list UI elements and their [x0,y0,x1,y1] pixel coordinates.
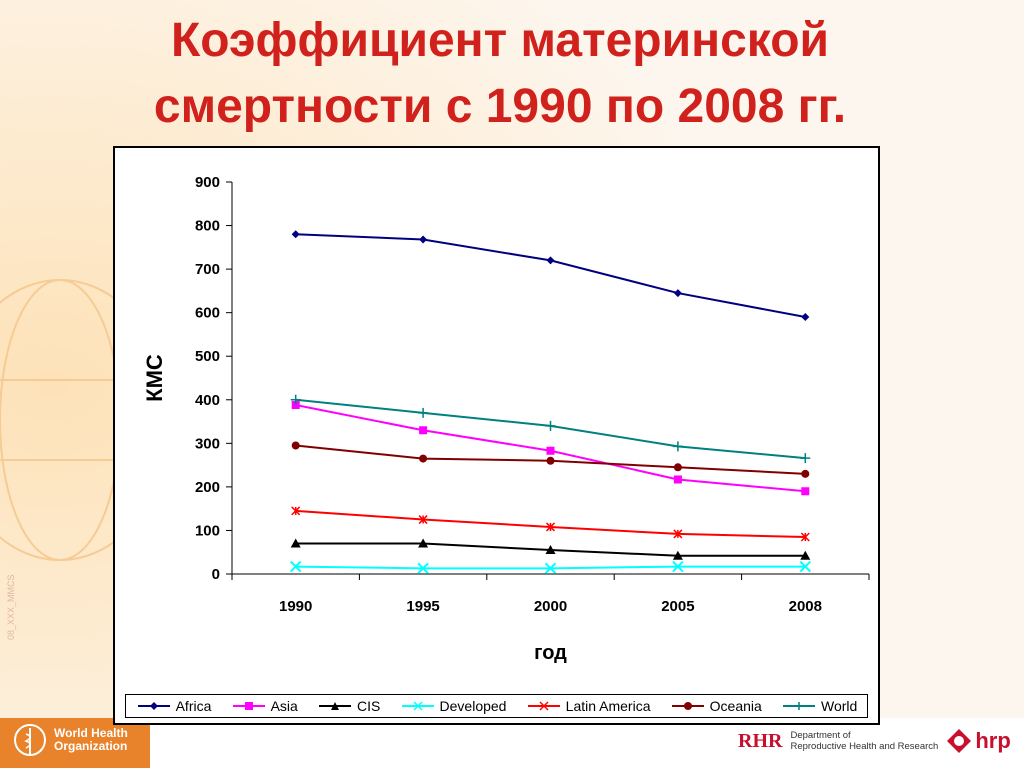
department-label: Department of Reproductive Health and Re… [790,730,939,752]
legend-item-cis: CIS [317,698,380,714]
data-point-africa [419,235,428,244]
y-tick-label: 300 [195,435,220,452]
y-tick-label: 200 [195,479,220,496]
data-point-asia [801,487,810,496]
x-axis-title: год [534,642,567,664]
y-tick-label: 800 [195,218,220,235]
legend-label: CIS [357,698,381,714]
y-tick-label: 700 [195,261,220,278]
legend-swatch-asia [232,702,265,710]
legend-swatch-latin-america [527,701,560,711]
hrp-logo: hrp [946,728,1011,754]
who-logo: World Health Organization [12,722,128,758]
data-point-developed [799,560,812,573]
who-label: World Health Organization [54,726,128,753]
x-tick-label: 2000 [534,598,567,615]
data-point-world [290,394,301,405]
legend-item-latin-america: Latin America [526,698,651,714]
legend-label: Oceania [709,698,762,714]
data-point-asia [546,446,555,455]
legend-item-oceania: Oceania [670,698,762,714]
data-point-africa [673,289,682,298]
data-point-developed [417,562,429,575]
data-point-latin-america [418,515,428,525]
data-point-cis [418,538,429,548]
y-tick-label: 900 [195,174,220,191]
legend-item-africa: Africa [136,698,212,714]
x-tick-label: 1990 [279,598,312,615]
legend-label: Asia [270,698,298,714]
y-tick-label: 600 [195,305,220,322]
data-point-asia [673,475,682,484]
data-point-cis [800,550,811,560]
data-point-africa [546,256,555,265]
legend-label: Developed [439,698,507,714]
data-point-oceania [291,441,300,450]
data-point-world [672,441,683,452]
legend-label: World [821,698,858,714]
y-tick-label: 0 [212,566,220,583]
who-emblem-icon [14,724,46,756]
legend-swatch-oceania [671,702,704,710]
data-point-oceania [546,456,555,465]
footer-logos: RHR Department of Reproductive Health an… [738,728,1011,754]
legend-swatch-cis [319,702,351,710]
data-point-latin-america [545,522,556,532]
chart-frame: 0 100 200 300 400 500 600 700 800 900 1990 1995 2000… [113,146,880,725]
rhr-logo: RHR [738,729,783,752]
data-point-oceania [673,463,682,472]
data-point-cis [545,545,556,555]
legend-label: Latin America [565,698,651,714]
legend-swatch-world [783,702,816,710]
y-tick-label: 100 [195,522,220,539]
y-tick-label: 500 [195,348,220,365]
slide-code: 08_XXX_MMCS [6,574,16,640]
y-tick-label: 400 [195,392,220,409]
x-tick-label: 2008 [789,598,822,615]
data-point-asia [291,401,300,410]
data-point-cis [672,550,683,560]
data-point-africa [291,230,300,239]
data-point-latin-america [291,506,301,516]
data-point-latin-america [800,532,810,542]
data-point-world [800,453,811,464]
data-point-latin-america [673,529,683,539]
data-point-asia [419,426,428,435]
legend-item-asia: Asia [231,698,298,714]
data-point-developed [289,560,302,573]
legend-item-world: World [781,698,857,714]
title-line-1: Коэффициент материнской [170,14,830,67]
x-tick-label: 2005 [661,598,694,615]
data-point-world [545,420,556,431]
x-tick-label: 1995 [406,598,439,615]
title-line-2: смертности с 1990 по 2008 гг. [153,80,847,133]
line-chart: 0 100 200 300 400 500 600 700 800 900 1990 1995 2000… [142,174,870,664]
series-line-africa [295,233,806,319]
data-point-oceania [419,454,428,463]
slide-title: Коэффициент материнской смертности с 199… [0,8,1000,140]
data-point-world [418,407,429,418]
data-point-cis [290,538,301,548]
data-point-developed [544,562,557,575]
legend-item-developed: Developed [400,698,507,714]
data-point-developed [672,560,684,573]
data-point-africa [801,313,810,322]
legend-swatch-africa [137,702,170,710]
data-point-oceania [801,469,810,478]
legend-swatch-developed [401,701,434,711]
chart-legend: Africa Asia CIS Developed Latin America Ocean… [125,694,868,718]
hrp-emblem-icon [947,729,972,753]
legend-label: Africa [175,698,212,714]
y-axis-title: КМС [142,354,167,402]
